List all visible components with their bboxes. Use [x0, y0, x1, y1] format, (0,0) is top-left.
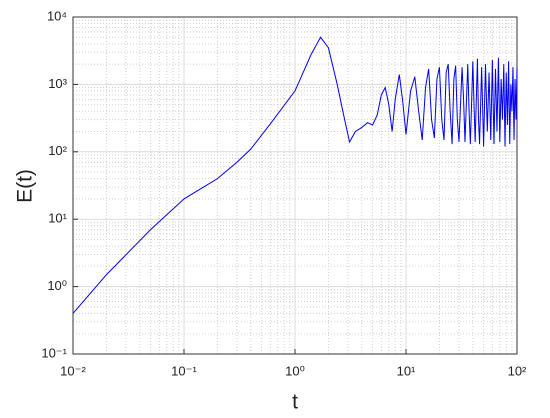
x-tick-label: 10⁻²	[60, 363, 86, 378]
line-series	[72, 36, 518, 314]
x-tick-label: 10²	[508, 363, 527, 378]
y-tick-label: 10²	[48, 143, 67, 158]
y-tick-label: 10¹	[48, 211, 67, 226]
y-tick-label: 10⁰	[47, 278, 67, 293]
x-tick-label: 10⁻¹	[171, 363, 197, 378]
y-tick-label: 10³	[48, 76, 67, 91]
plot-frame	[72, 16, 518, 355]
x-tick-label: 10¹	[397, 363, 416, 378]
x-axis-label: t	[292, 391, 298, 414]
y-tick-label: 10⁻¹	[41, 345, 67, 360]
y-tick-label: 10⁴	[47, 8, 67, 23]
x-tick-label: 10⁰	[285, 363, 305, 378]
y-axis-label: E(t)	[14, 169, 37, 203]
